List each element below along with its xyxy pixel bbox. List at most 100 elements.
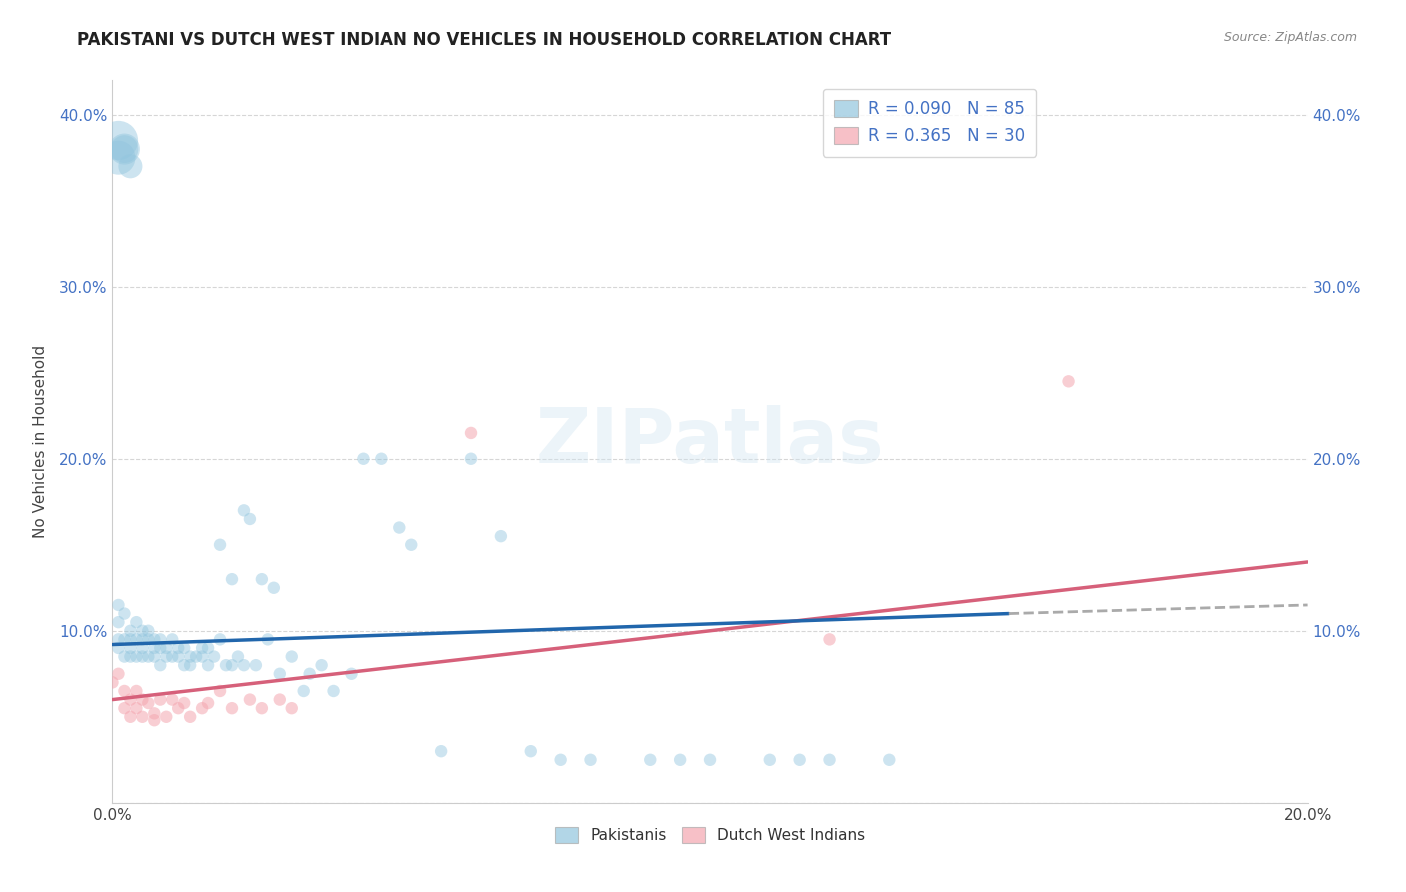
Point [179,710,201,724]
Point [114,701,135,715]
Point [155,710,177,724]
Point [107,615,129,630]
Point [155,640,177,655]
Point [162,649,183,664]
Point [120,692,142,706]
Point [138,649,160,664]
Point [167,640,190,655]
Point [298,666,321,681]
Point [138,696,160,710]
Point [322,684,344,698]
Point [114,649,135,664]
Point [292,684,315,698]
Point [269,692,291,706]
Text: ZIPatlas: ZIPatlas [536,405,884,478]
Point [789,753,811,767]
Point [107,151,129,165]
Point [388,520,411,534]
Point [197,658,219,673]
Point [107,598,129,612]
Point [460,425,482,440]
Point [149,658,172,673]
Point [550,753,572,767]
Point [107,632,129,647]
Point [114,684,135,698]
Point [221,572,243,586]
Point [233,503,256,517]
Point [879,753,901,767]
Point [179,658,201,673]
Point [131,710,153,724]
Point [107,640,129,655]
Point [143,649,166,664]
Point [239,692,262,706]
Point [209,538,232,552]
Point [209,632,232,647]
Point [114,632,135,647]
Point [114,142,135,156]
Point [233,658,256,673]
Text: PAKISTANI VS DUTCH WEST INDIAN NO VEHICLES IN HOUSEHOLD CORRELATION CHART: PAKISTANI VS DUTCH WEST INDIAN NO VEHICL… [77,31,891,49]
Point [120,640,142,655]
Point [197,696,219,710]
Point [311,658,333,673]
Point [281,649,304,664]
Point [120,649,142,664]
Point [245,658,267,673]
Point [489,529,512,543]
Point [125,615,148,630]
Point [353,451,375,466]
Point [520,744,543,758]
Point [143,640,166,655]
Point [149,632,172,647]
Point [114,142,135,156]
Point [125,649,148,664]
Point [131,640,153,655]
Point [699,753,721,767]
Point [101,675,124,690]
Y-axis label: No Vehicles in Household: No Vehicles in Household [32,345,48,538]
Point [149,640,172,655]
Point [125,701,148,715]
Point [155,649,177,664]
Point [125,684,148,698]
Point [131,624,153,638]
Point [179,649,201,664]
Point [818,632,841,647]
Point [143,713,166,727]
Text: Source: ZipAtlas.com: Source: ZipAtlas.com [1223,31,1357,45]
Point [640,753,662,767]
Point [430,744,453,758]
Point [167,649,190,664]
Point [250,572,273,586]
Point [669,753,692,767]
Point [173,658,195,673]
Point [209,684,232,698]
Point [131,632,153,647]
Point [370,451,392,466]
Point [239,512,262,526]
Legend: Pakistanis, Dutch West Indians: Pakistanis, Dutch West Indians [548,822,872,849]
Point [579,753,602,767]
Point [173,640,195,655]
Point [125,632,148,647]
Point [138,624,160,638]
Point [186,649,208,664]
Point [173,696,195,710]
Point [281,701,304,715]
Point [257,632,280,647]
Point [1057,375,1080,389]
Point [107,133,129,147]
Point [215,658,238,673]
Point [191,649,214,664]
Point [120,710,142,724]
Point [131,692,153,706]
Point [263,581,285,595]
Point [226,649,249,664]
Point [114,607,135,621]
Point [191,640,214,655]
Point [269,666,291,681]
Point [221,658,243,673]
Point [191,701,214,715]
Point [138,632,160,647]
